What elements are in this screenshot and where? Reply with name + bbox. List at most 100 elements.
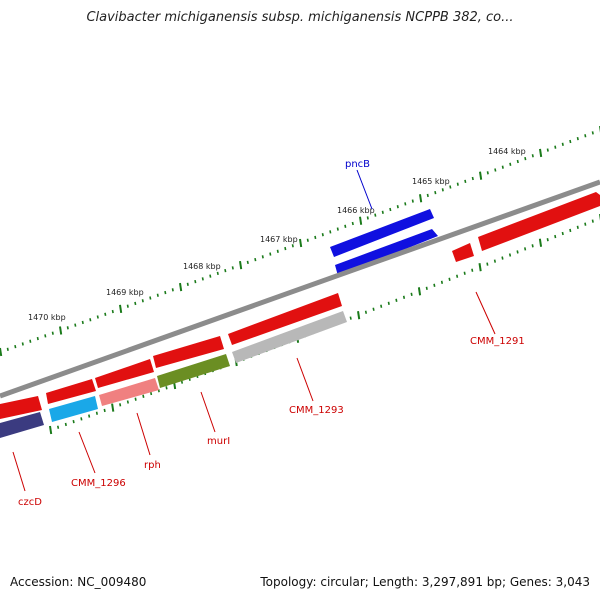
outer-tick [389,207,392,212]
inner-tick [103,408,106,413]
outer-tick [216,271,219,276]
gene-fwd-7[interactable] [452,243,474,262]
scale-label-1469: 1469 kbp [106,288,144,297]
inner-tick [357,311,361,320]
gene-label-pncB[interactable]: pncB [345,159,370,170]
forward-strand [0,192,600,419]
outer-tick [314,235,317,240]
gene-fwd-3[interactable] [95,359,154,388]
outer-tick [494,168,497,172]
inner-tick [80,417,83,421]
outer-tick [179,282,183,292]
outer-tick [516,159,519,164]
outer-tick [561,142,564,147]
gene-fwd-1[interactable] [228,293,342,345]
inner-tick [134,397,137,401]
gene-pncB-a[interactable] [330,209,434,257]
outer-tick [456,182,459,186]
inner-tick [508,253,512,257]
outer-tick [366,216,369,220]
gene-CMM_1296[interactable] [49,396,98,422]
inner-tick [395,298,398,302]
outer-tick [509,162,512,166]
inner-tick [372,307,375,311]
outer-tick [134,301,137,306]
inner-tick [142,394,145,398]
inner-tick [554,234,557,239]
outer-tick [171,288,174,292]
gene-czcD[interactable] [0,412,44,438]
gene-label-CMM_1293[interactable]: CMM_1293 [289,405,344,416]
outer-tick [231,266,234,270]
outer-tick [539,148,543,158]
inner-tick [126,400,129,404]
gene-pncB-b[interactable] [335,229,438,276]
gene-fwd-6[interactable] [478,192,600,251]
inner-tick [165,386,168,390]
gene-label-CMM_1291[interactable]: CMM_1291 [470,336,525,347]
outer-tick [344,224,347,228]
gene-fwd-5[interactable] [0,396,42,419]
inner-tick [576,225,579,229]
outer-tick [36,336,39,341]
outer-tick [21,342,24,346]
outer-tick [269,252,272,256]
inner-tick [584,222,587,226]
gene-label-CMM_1296[interactable]: CMM_1296 [71,478,126,489]
gene-fwd-4[interactable] [46,379,96,404]
outer-tick [531,154,534,158]
outer-tick [239,260,243,270]
outer-tick [554,145,557,149]
gene-murI[interactable] [157,354,230,388]
outer-tick [284,246,287,251]
gene-label-czcD[interactable]: czcD [18,497,42,508]
inner-tick [425,286,428,290]
outer-tick [329,230,332,234]
outer-tick [464,179,467,184]
gene-label-rph[interactable]: rph [144,460,161,471]
inner-tick [463,271,466,275]
outer-tick [6,347,9,351]
inner-tick [493,259,497,263]
outer-tick [336,227,339,231]
inner-tick [64,422,67,427]
outer-tick [591,131,594,135]
inner-tick [417,287,422,296]
inner-tick [524,247,527,251]
outer-tick [66,326,69,330]
outer-tick [261,255,264,259]
inner-tick [561,231,564,236]
outer-tick-ring [0,126,600,357]
outer-tick [29,339,32,343]
inner-tick [531,244,534,248]
label-leaders [12,169,496,492]
outer-tick [186,282,189,287]
gene-label-murI[interactable]: murI [207,436,230,447]
inner-tick [95,411,98,415]
outer-tick [546,148,549,152]
outer-tick [51,331,54,335]
inner-tick [471,268,474,272]
inner-tick [501,256,504,260]
outer-tick [44,334,47,338]
gene-fwd-2[interactable] [153,336,224,368]
outer-tick [569,139,572,144]
outer-tick [501,165,504,169]
inner-tick [387,301,390,305]
outer-tick [381,210,384,214]
genome-backbone [0,179,600,399]
outer-tick [194,279,197,284]
outer-tick [306,238,309,242]
outer-tick [119,304,123,314]
inner-tick [364,310,368,314]
gene-CMM_1293[interactable] [232,311,347,363]
outer-tick [584,134,587,138]
outer-tick [149,296,152,300]
outer-tick [209,274,212,278]
outer-tick [479,171,483,180]
outer-tick [96,315,99,319]
gene-rph[interactable] [99,378,159,406]
inner-tick [478,263,482,272]
inner-tick [410,292,413,296]
